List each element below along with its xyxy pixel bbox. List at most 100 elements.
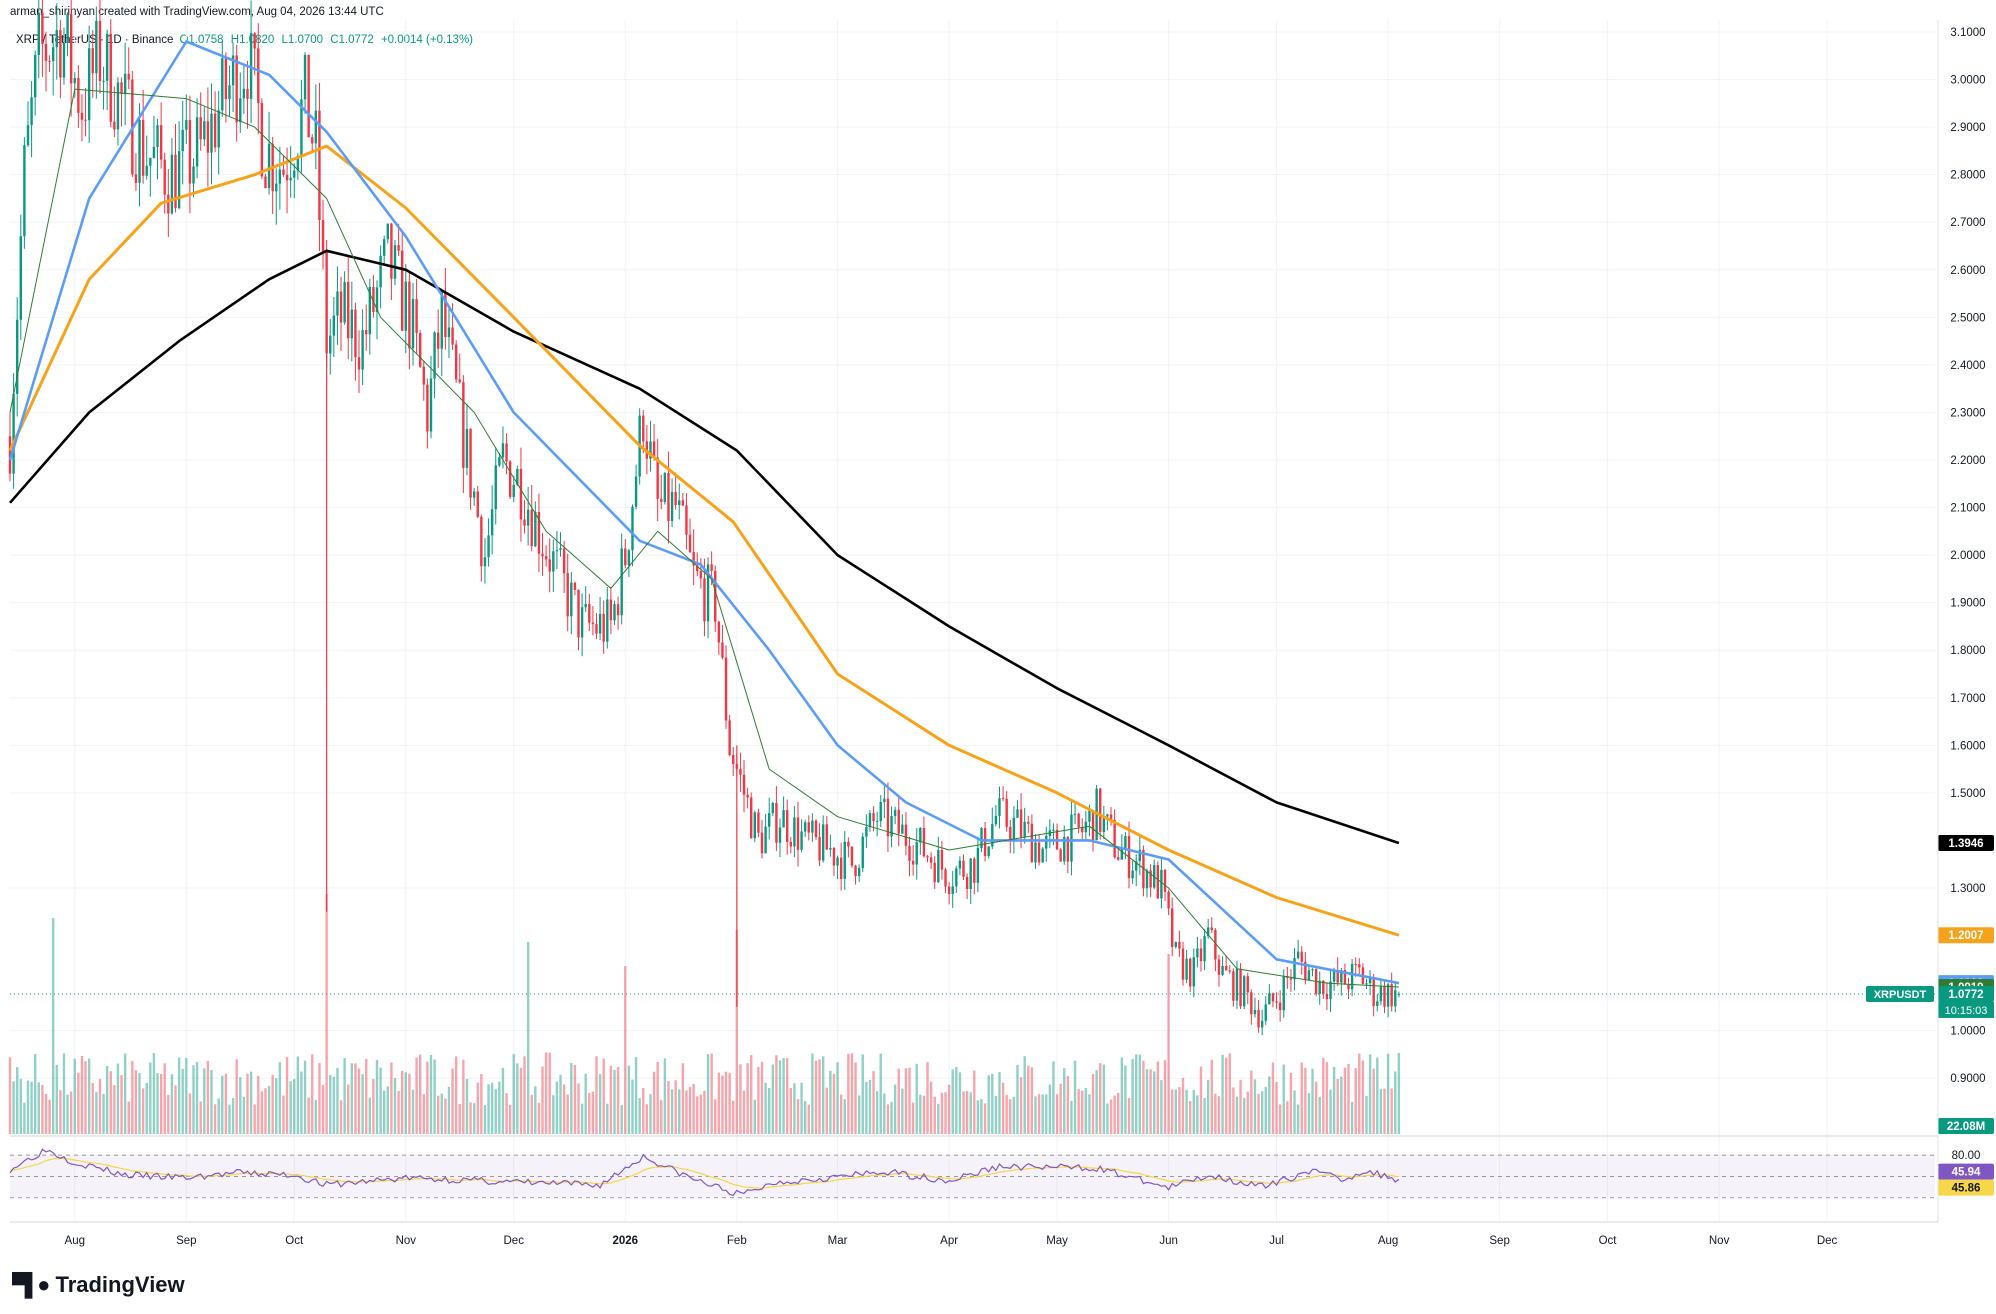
time-tick-label: Sep: [1489, 1235, 1509, 1247]
volume-bar: [469, 1102, 472, 1134]
candle-body: [883, 798, 886, 803]
volume-bar: [1235, 1096, 1239, 1134]
candle-body: [915, 842, 918, 865]
candle-body: [1358, 964, 1361, 968]
candle-body: [1350, 963, 1354, 990]
volume-bar: [512, 1054, 515, 1134]
volume-bar: [890, 1101, 893, 1134]
candle-body: [483, 557, 487, 567]
volume-bar: [44, 1094, 48, 1134]
candle-body: [494, 465, 497, 510]
price-label-box: [1938, 835, 1994, 852]
candle-body: [221, 58, 224, 111]
candle-body: [458, 379, 461, 383]
candle-body: [850, 846, 854, 866]
candle-body: [1117, 857, 1120, 860]
candle-body: [746, 794, 749, 798]
time-axis[interactable]: Aug Sep Oct Nov Dec 2026 Feb Mar Apr May Jun Jul Aug…: [65, 1235, 1838, 1247]
candle-body: [69, 14, 73, 84]
volume-bar: [580, 1103, 584, 1134]
price-label-text: 1.3946: [1948, 838, 1983, 850]
candle-body: [1066, 836, 1070, 862]
volume-bar: [343, 1058, 346, 1134]
price-axis[interactable]: 3.1000 3.0000 2.9000 2.8000 2.7000 2.6000 2.50…: [1866, 20, 1994, 1222]
candle-body: [868, 813, 872, 827]
volume-bar: [1102, 1064, 1106, 1134]
candle-body: [969, 858, 972, 889]
candle-body: [865, 826, 868, 837]
volume-bar: [566, 1094, 569, 1134]
candle-body: [37, 12, 40, 55]
volume-bar: [706, 1054, 710, 1134]
volume-bar: [508, 1104, 512, 1134]
candle-body: [1091, 810, 1095, 841]
candle-body: [573, 582, 577, 590]
volume-bar: [602, 1058, 605, 1134]
candle-body: [739, 768, 742, 775]
volume-bar: [1293, 1090, 1296, 1134]
volume-bar: [1167, 954, 1170, 1134]
candle-body: [681, 500, 685, 506]
symbol-name[interactable]: XRP / TetherUS · 1D · Binance: [16, 34, 174, 46]
volume-bar: [206, 1060, 210, 1134]
candle-body: [1045, 835, 1048, 849]
candle-body: [965, 876, 969, 889]
volume-bar: [393, 1078, 397, 1134]
volume-bar: [260, 1091, 264, 1134]
candle-body: [1304, 961, 1307, 981]
volume-bar: [26, 1080, 30, 1134]
volume-bar: [771, 1064, 775, 1134]
candle-body: [652, 441, 656, 458]
volume-pane: [8, 894, 1401, 1134]
volume-bar: [278, 1062, 282, 1134]
volume-bar: [1023, 1056, 1026, 1134]
candle-body: [757, 812, 760, 833]
time-tick-label: Mar: [828, 1235, 848, 1247]
candle-body: [203, 121, 206, 140]
candle-body: [260, 102, 264, 177]
candle-body: [138, 119, 141, 183]
candle-body: [929, 857, 933, 863]
volume-bar: [375, 1059, 379, 1134]
volume-bar: [1192, 1089, 1195, 1134]
candle-body: [998, 798, 1001, 816]
volume-bar: [559, 1074, 562, 1134]
volume-bar: [983, 1103, 987, 1134]
candle-body: [30, 97, 33, 126]
volume-bar: [660, 1100, 663, 1134]
volume-bar: [1214, 1093, 1217, 1134]
candle-body: [318, 110, 321, 221]
candle-body: [213, 113, 217, 148]
candle-body: [519, 468, 523, 520]
volume-bar: [789, 1088, 792, 1134]
candle-body: [789, 841, 792, 847]
candle-body: [141, 119, 145, 176]
volume-bar: [750, 1055, 753, 1134]
price-tick-label: 1.7000: [1950, 693, 1985, 705]
candle-body: [1019, 809, 1023, 837]
candle-body: [1296, 951, 1300, 959]
volume-bar: [1224, 1057, 1228, 1134]
candle-body: [1041, 848, 1044, 863]
volume-bar: [782, 1058, 785, 1134]
candle-body: [1131, 870, 1134, 879]
volume-bar: [12, 1081, 15, 1134]
volume-bar: [868, 1079, 872, 1134]
candle-body: [397, 245, 400, 251]
candle-body: [721, 642, 724, 658]
volume-bar: [897, 1068, 900, 1134]
volume-bar: [372, 1079, 375, 1134]
candle-body: [267, 143, 271, 189]
candle-body: [418, 333, 422, 367]
volume-bar: [1340, 1076, 1343, 1134]
candle-body: [59, 30, 62, 78]
candle-body: [620, 548, 623, 616]
tradingview-brand[interactable]: ▀▌● TradingView: [12, 1272, 185, 1298]
candle-body: [192, 166, 195, 184]
candle-body: [1322, 980, 1325, 994]
candle-body: [1178, 942, 1181, 949]
volume-bar: [433, 1059, 436, 1134]
volume-bar: [15, 1067, 19, 1134]
candle-body: [1340, 970, 1343, 983]
